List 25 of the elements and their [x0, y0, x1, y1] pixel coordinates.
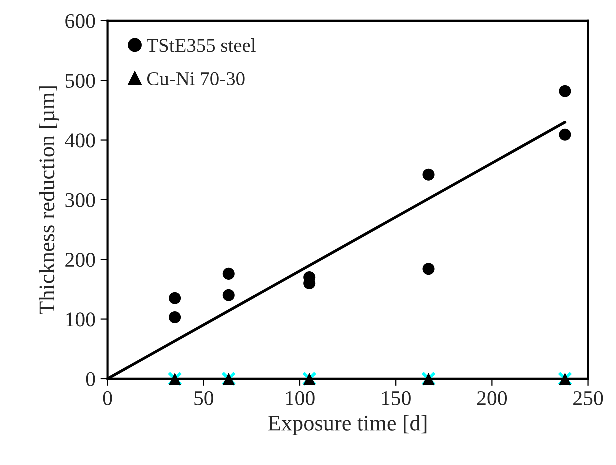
y-tick-label: 0 [86, 372, 96, 386]
y-tick-label: 500 [66, 74, 96, 88]
point [222, 268, 235, 280]
x-tick-label: 150 [382, 391, 411, 406]
x-tick-label: 100 [286, 391, 315, 406]
x-axis-title: Exposure time [d] [268, 415, 427, 436]
y-tick-label: 600 [66, 14, 96, 28]
legend-label: TStE355 steel [147, 38, 256, 52]
y-tick-label: 300 [66, 193, 96, 208]
point [222, 289, 235, 302]
point [169, 311, 182, 324]
y-tick-label: 400 [65, 134, 96, 148]
point [422, 263, 435, 276]
x-tick-label: 200 [477, 391, 508, 406]
y-tick-label: 200 [66, 253, 96, 268]
y-axis-title: Thickness reduction [µm] [39, 86, 60, 315]
y-tick-label: 100 [66, 312, 96, 327]
x-tick-label: 250 [574, 391, 604, 406]
x-tick-label: 50 [194, 391, 214, 406]
point [422, 168, 435, 181]
point [169, 292, 182, 304]
point [559, 128, 572, 141]
legend-label: Cu-Ni 70-30 [147, 72, 245, 86]
x-tick-label: 0 [103, 391, 112, 406]
point [559, 85, 572, 98]
